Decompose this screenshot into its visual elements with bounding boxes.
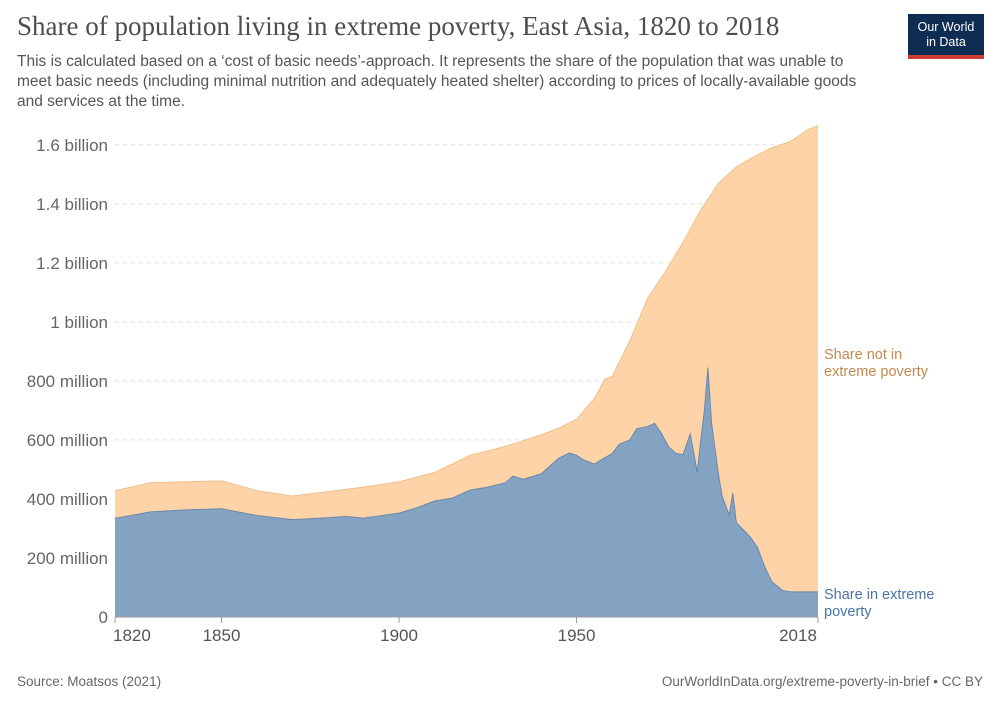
y-tick-label: 600 million (27, 431, 108, 450)
y-tick-label: 400 million (27, 490, 108, 509)
logo-line-2: in Data (926, 35, 966, 49)
chart-subtitle: This is calculated based on a ‘cost of b… (17, 53, 857, 110)
y-tick-label: 800 million (27, 372, 108, 391)
x-tick-label: 1850 (203, 626, 241, 645)
label-not-in-poverty: extreme poverty (824, 364, 929, 380)
license-credit[interactable]: OurWorldInData.org/extreme-poverty-in-br… (661, 674, 983, 689)
label-in-poverty: Share in extreme (824, 587, 934, 603)
x-tick-label: 1950 (558, 626, 596, 645)
logo-line-1: Our World (917, 20, 975, 34)
y-tick-label: 1.6 billion (36, 136, 108, 155)
source-note[interactable]: Source: Moatsos (2021) (17, 674, 162, 689)
logo-accent-bar (908, 55, 984, 59)
x-tick-label: 1820 (113, 626, 151, 645)
chart-title: Share of population living in extreme po… (17, 11, 780, 41)
y-tick-label: 200 million (27, 549, 108, 568)
owid-logo[interactable]: Our World in Data (908, 14, 984, 59)
area-chart: 0 200 million 400 million 600 million 800 mi… (27, 125, 934, 645)
y-tick-label: 0 (99, 608, 108, 627)
x-tick-label: 1900 (380, 626, 418, 645)
area-in-poverty (115, 367, 818, 617)
line-not-in-poverty (114, 125, 819, 497)
line-in-poverty (114, 367, 818, 593)
y-tick-label: 1.4 billion (36, 195, 108, 214)
label-in-poverty: poverty (824, 604, 872, 620)
label-not-in-poverty: Share not in (824, 347, 902, 363)
x-tick-label: 2018 (779, 626, 817, 645)
y-tick-label: 1.2 billion (36, 254, 108, 273)
y-tick-label: 1 billion (50, 313, 108, 332)
